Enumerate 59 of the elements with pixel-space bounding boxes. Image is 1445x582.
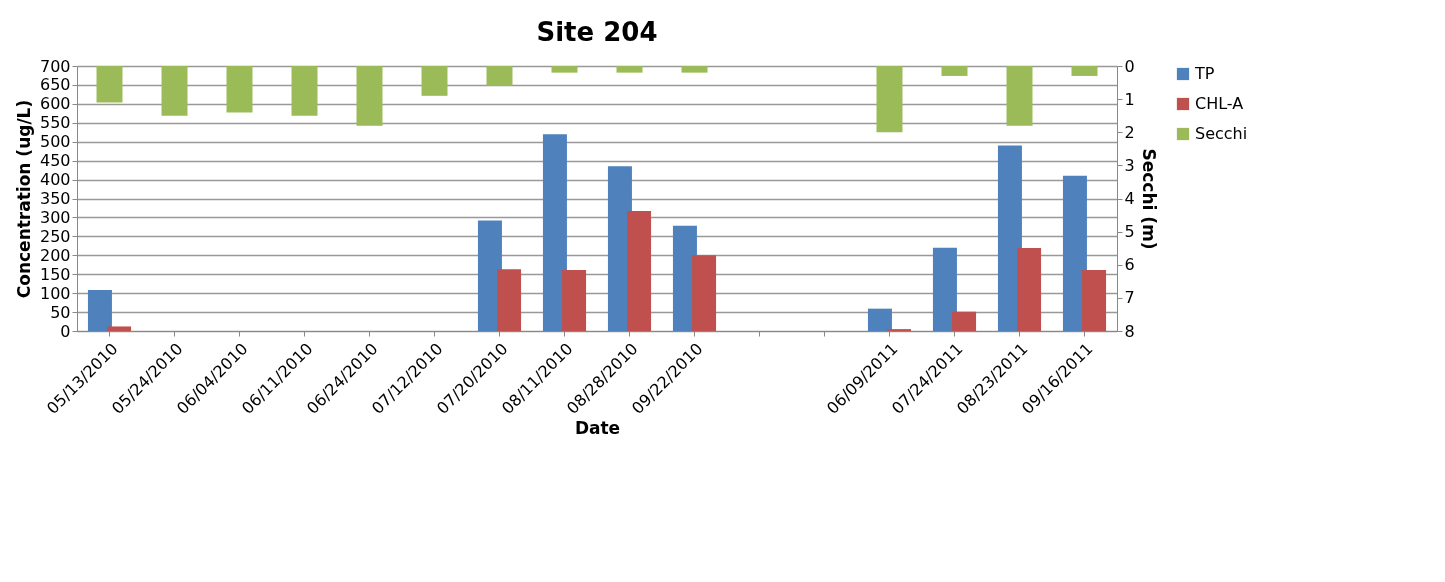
bar bbox=[1071, 66, 1098, 76]
y-tick-label: 500 bbox=[39, 132, 71, 152]
bar bbox=[161, 66, 188, 116]
y2-axis-title: Secchi (m) bbox=[1138, 148, 1159, 250]
y-tick-label: 0 bbox=[60, 321, 71, 341]
y-tick-label: 650 bbox=[39, 75, 71, 95]
bar bbox=[941, 66, 968, 76]
bar bbox=[291, 66, 318, 116]
bar bbox=[692, 255, 717, 331]
y-tick-label: 50 bbox=[50, 302, 71, 322]
bar bbox=[497, 269, 522, 331]
y-tick-label: 400 bbox=[39, 170, 71, 190]
bar bbox=[1082, 270, 1107, 331]
y-tick-label: 600 bbox=[39, 94, 71, 114]
bar bbox=[107, 326, 132, 331]
bar bbox=[627, 210, 652, 331]
legend-label: CHL-A bbox=[1195, 94, 1244, 113]
y2-tick-label: 3 bbox=[1124, 155, 1135, 175]
y-axis-title: Concentration (ug/L) bbox=[13, 99, 34, 299]
bar bbox=[421, 66, 448, 96]
y-tick-label: 150 bbox=[39, 264, 71, 284]
bar bbox=[932, 247, 957, 331]
bar bbox=[952, 311, 977, 331]
bar bbox=[1062, 175, 1087, 331]
y-tick-label: 700 bbox=[39, 56, 71, 76]
bar bbox=[616, 66, 643, 73]
bar bbox=[997, 145, 1022, 331]
bar bbox=[562, 270, 587, 331]
bar bbox=[542, 134, 567, 331]
y-tick-label: 100 bbox=[39, 283, 71, 303]
bar bbox=[1017, 248, 1042, 331]
legend-label: Secchi bbox=[1195, 124, 1248, 143]
bar bbox=[87, 290, 112, 331]
bar bbox=[1006, 66, 1033, 126]
bar bbox=[96, 66, 123, 103]
bar bbox=[876, 66, 903, 133]
bar bbox=[356, 66, 383, 126]
legend-label: TP bbox=[1194, 64, 1215, 83]
bar bbox=[486, 66, 513, 86]
y-tick-label: 550 bbox=[39, 113, 71, 133]
y2-tick-label: 7 bbox=[1124, 288, 1135, 308]
x-axis-title: Date bbox=[574, 418, 621, 439]
y2-tick-label: 2 bbox=[1124, 122, 1135, 142]
bar bbox=[226, 66, 253, 113]
y2-tick-label: 5 bbox=[1124, 222, 1135, 242]
bar bbox=[551, 66, 578, 73]
y-tick-label: 350 bbox=[39, 189, 71, 208]
y-tick-label: 250 bbox=[39, 226, 71, 246]
bar bbox=[681, 66, 708, 73]
y2-tick-label: 4 bbox=[1124, 189, 1135, 208]
y-tick-label: 300 bbox=[39, 207, 71, 227]
y2-tick-label: 8 bbox=[1124, 321, 1135, 341]
y-tick-label: 200 bbox=[39, 245, 71, 265]
y2-tick-label: 1 bbox=[1124, 89, 1135, 109]
y-tick-label: 450 bbox=[39, 151, 71, 171]
y2-tick-label: 0 bbox=[1124, 56, 1135, 76]
chart-title: Site 204 bbox=[536, 17, 658, 47]
y2-tick-label: 6 bbox=[1124, 255, 1135, 275]
bar bbox=[867, 308, 892, 331]
